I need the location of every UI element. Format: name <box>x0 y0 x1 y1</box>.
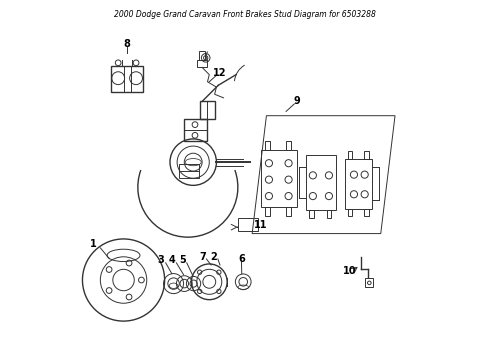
Bar <box>364 208 368 216</box>
Bar <box>327 210 331 218</box>
Text: 10: 10 <box>343 266 356 276</box>
Bar <box>265 141 270 150</box>
Text: 5: 5 <box>179 255 186 265</box>
Text: 9: 9 <box>294 96 300 107</box>
Text: 8: 8 <box>123 39 130 49</box>
Bar <box>111 66 143 93</box>
Bar <box>286 141 292 150</box>
Bar <box>348 208 352 216</box>
Text: 11: 11 <box>254 220 267 230</box>
Bar <box>197 60 207 67</box>
Text: 2: 2 <box>210 252 217 262</box>
Bar <box>200 102 215 119</box>
Bar <box>179 164 198 178</box>
Bar <box>265 207 270 216</box>
Text: 7: 7 <box>199 252 206 262</box>
Bar <box>364 152 368 158</box>
Text: 12: 12 <box>213 68 227 78</box>
Bar <box>306 155 336 210</box>
Bar <box>286 207 292 216</box>
Text: 1: 1 <box>90 239 97 249</box>
Bar <box>309 210 314 218</box>
Text: 6: 6 <box>238 253 245 264</box>
Bar <box>366 278 373 287</box>
Bar <box>348 152 352 158</box>
Text: 2000 Dodge Grand Caravan Front Brakes Stud Diagram for 6503288: 2000 Dodge Grand Caravan Front Brakes St… <box>114 10 376 19</box>
Bar <box>199 51 205 60</box>
Bar <box>184 119 207 141</box>
Bar <box>345 158 372 208</box>
Text: 4: 4 <box>169 255 176 265</box>
Bar <box>238 218 258 231</box>
Bar <box>261 150 297 207</box>
Text: 3: 3 <box>158 255 165 265</box>
